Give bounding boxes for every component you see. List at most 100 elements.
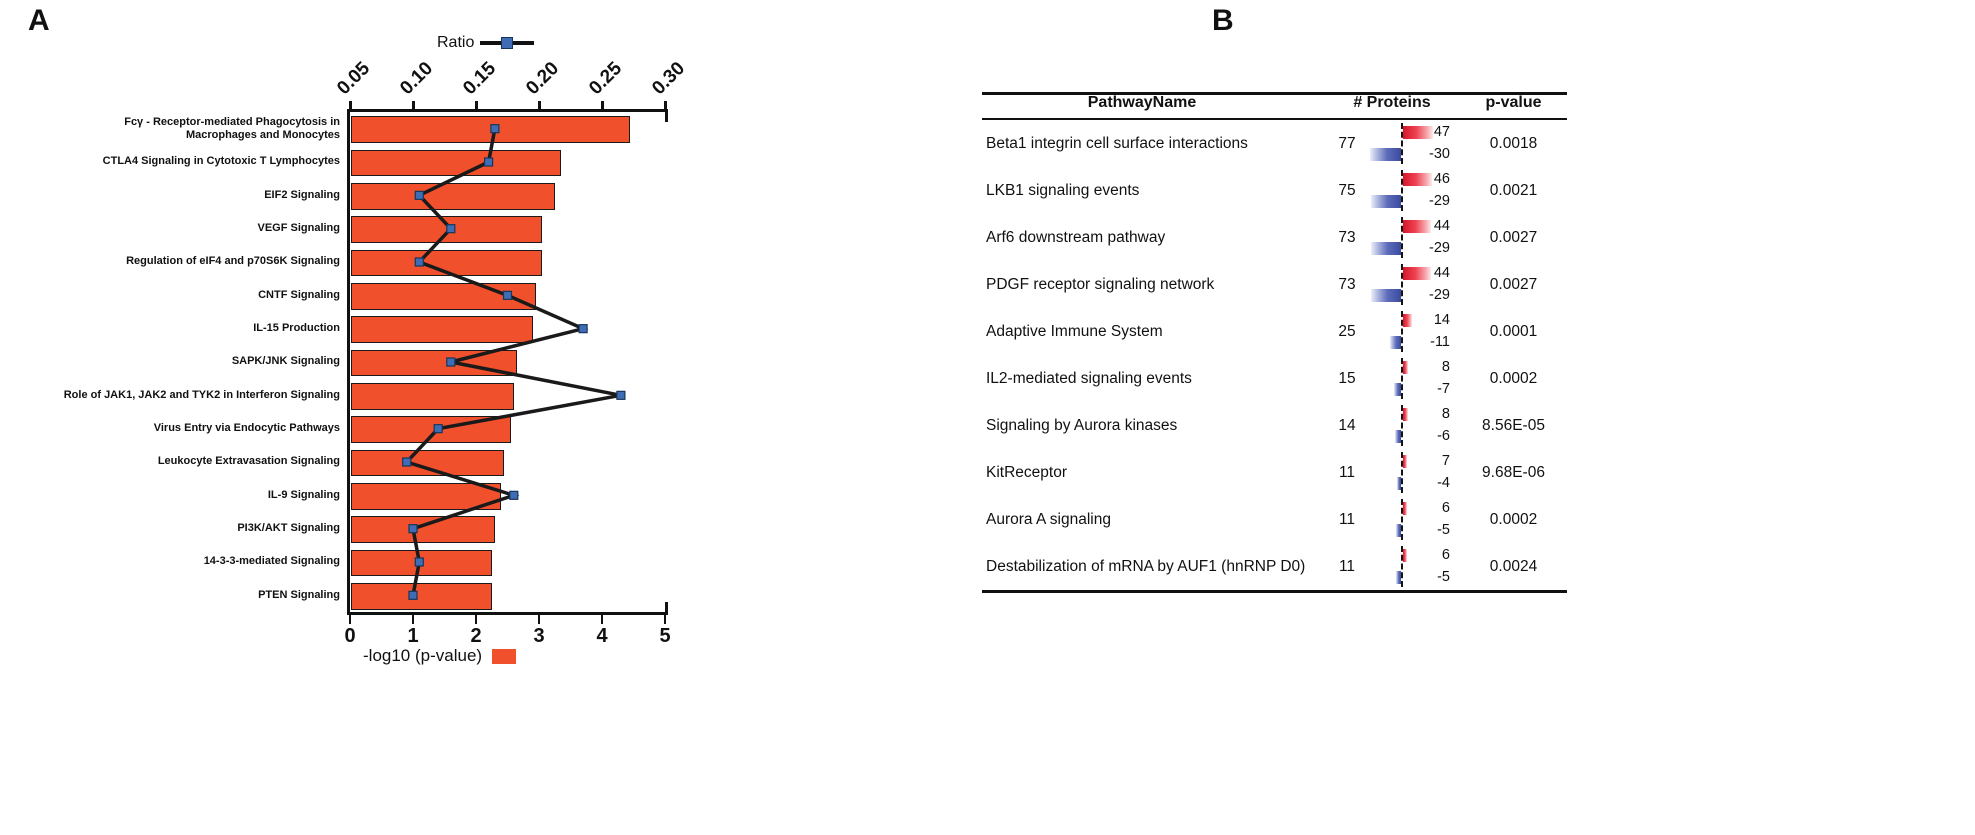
center-dashed-line (1401, 311, 1403, 352)
ratio-axis-tick-label: 0.10 (396, 57, 438, 99)
protein-count-cell: 77 (1338, 134, 1356, 152)
table-row: Signaling by Aurora kinases 14 8 -6 8.56E-05 (982, 402, 1567, 449)
top-axis-line (347, 109, 668, 112)
downregulated-bar (1395, 524, 1401, 537)
downregulated-count: -11 (1430, 334, 1450, 350)
downregulated-count: -29 (1429, 287, 1450, 303)
upregulated-count: 8 (1441, 359, 1450, 375)
pvalue-axis-tick (663, 615, 667, 624)
ratio-axis-tick-label: 0.20 (522, 57, 564, 99)
category-label: IL-9 Signaling (267, 488, 340, 501)
pvalue-axis-tick-label: 0 (344, 625, 356, 647)
downregulated-bar (1396, 477, 1401, 490)
category-label: PI3K/AKT Signaling (237, 522, 340, 535)
pvalue-axis-tick-label: 4 (596, 625, 608, 647)
downregulated-bar (1394, 430, 1401, 443)
table-row: IL2-mediated signaling events 15 8 -7 0.0002 (982, 355, 1567, 402)
center-dashed-line (1401, 405, 1403, 446)
ratio-legend: Ratio (437, 34, 535, 52)
pvalue-legend-swatch-icon (492, 648, 517, 664)
ratio-axis-tick-label: 0.05 (333, 57, 375, 99)
downregulated-count: -7 (1437, 381, 1450, 397)
pvalue-axis-tick-label: 1 (407, 625, 419, 647)
ratio-marker (502, 290, 513, 300)
center-dashed-line (1401, 499, 1403, 540)
pvalue-axis-tick (474, 615, 478, 624)
pvalue-axis-tick-label: 2 (470, 625, 482, 647)
ratio-line-plot (402, 124, 626, 600)
pathway-table: PathwayName # Proteins p-value Beta1 integr… (982, 92, 1567, 612)
upregulated-count: 46 (1433, 171, 1450, 187)
downregulated-count: -5 (1437, 569, 1450, 585)
pathway-name-cell: KitReceptor (986, 463, 1067, 481)
category-label: 14-3-3-mediated Signaling (203, 555, 340, 568)
upregulated-bar (1403, 408, 1409, 421)
ratio-axis-tick-label: 0.25 (585, 57, 627, 99)
table-header-border (982, 118, 1567, 120)
category-label: EIF2 Signaling (264, 188, 340, 201)
pathway-name-cell: Arf6 downstream pathway (986, 228, 1166, 246)
pvalue-axis-tick (537, 615, 541, 624)
category-label: VEGF Signaling (257, 222, 340, 235)
center-dashed-line (1401, 546, 1403, 587)
p-value-cell: 0.0027 (1489, 228, 1538, 246)
center-dashed-line (1401, 264, 1403, 305)
ratio-axis-tick (538, 101, 541, 109)
pathway-name-cell: Aurora A signaling (986, 510, 1111, 528)
protein-count-cell: 15 (1338, 369, 1356, 387)
upregulated-bar (1403, 126, 1433, 139)
downregulated-count: -29 (1429, 240, 1450, 256)
downregulated-count: -5 (1437, 522, 1450, 538)
ratio-marker (402, 457, 412, 467)
ratio-marker (408, 524, 418, 534)
downregulated-bar (1371, 195, 1401, 208)
upregulated-bar (1403, 267, 1432, 280)
ratio-marker (578, 324, 588, 334)
ratio-line (403, 128, 622, 596)
upregulated-count: 44 (1433, 218, 1450, 234)
panel-a-label: A (28, 4, 50, 37)
pathway-name-cell: PDGF receptor signaling network (986, 275, 1215, 293)
category-label: Leukocyte Extravasation Signaling (157, 455, 340, 468)
upregulated-bar (1403, 361, 1409, 374)
category-label: SAPK/JNK Signaling (231, 355, 340, 368)
category-label: CNTF Signaling (258, 288, 340, 301)
pathway-bar-line-chart: Fcγ - Receptor-mediated Phagocytosis in … (0, 0, 780, 720)
p-value-cell: 0.0001 (1489, 322, 1538, 340)
upregulated-bar (1403, 314, 1412, 327)
p-value-cell: 0.0027 (1489, 275, 1538, 293)
p-value-cell: 0.0002 (1489, 369, 1538, 387)
pvalue-bar (351, 149, 561, 177)
table-row: Adaptive Immune System 25 14 -11 0.0001 (982, 308, 1567, 355)
pvalue-axis-tick (348, 615, 352, 624)
pvalue-bar (351, 449, 505, 477)
ratio-legend-label: Ratio (437, 34, 475, 51)
pvalue-axis-tick-label: 5 (659, 625, 671, 647)
ratio-marker (414, 557, 424, 567)
pvalue-bar (351, 316, 533, 344)
protein-count-cell: 75 (1338, 181, 1356, 199)
downregulated-bar (1393, 383, 1401, 396)
top-axis-end-tick (665, 112, 668, 122)
protein-count-cell: 11 (1338, 557, 1356, 575)
header-p-value: p-value (1485, 94, 1542, 111)
pvalue-legend-label: -log10 (p-value) (363, 646, 483, 665)
downregulated-count: -6 (1437, 428, 1450, 444)
pvalue-legend: -log10 (p-value) (363, 646, 517, 666)
center-dashed-line (1401, 452, 1403, 493)
protein-count-cell: 14 (1338, 416, 1356, 434)
table-row: LKB1 signaling events 75 46 -29 0.0021 (982, 167, 1567, 214)
upregulated-count: 7 (1441, 453, 1450, 469)
upregulated-count: 44 (1433, 265, 1450, 281)
ratio-axis-tick (475, 101, 478, 109)
pvalue-bar (351, 182, 555, 210)
protein-count-cell: 73 (1338, 275, 1356, 293)
pathway-name-cell: Destabilization of mRNA by AUF1 (hnRNP D… (986, 557, 1306, 575)
ratio-axis-tick (412, 101, 415, 109)
upregulated-bar (1403, 220, 1432, 233)
downregulated-bar (1371, 289, 1401, 302)
upregulated-count: 6 (1441, 547, 1450, 563)
upregulated-count: 14 (1433, 312, 1450, 328)
pvalue-bar (351, 482, 502, 510)
pathway-name-cell: IL2-mediated signaling events (986, 369, 1192, 387)
